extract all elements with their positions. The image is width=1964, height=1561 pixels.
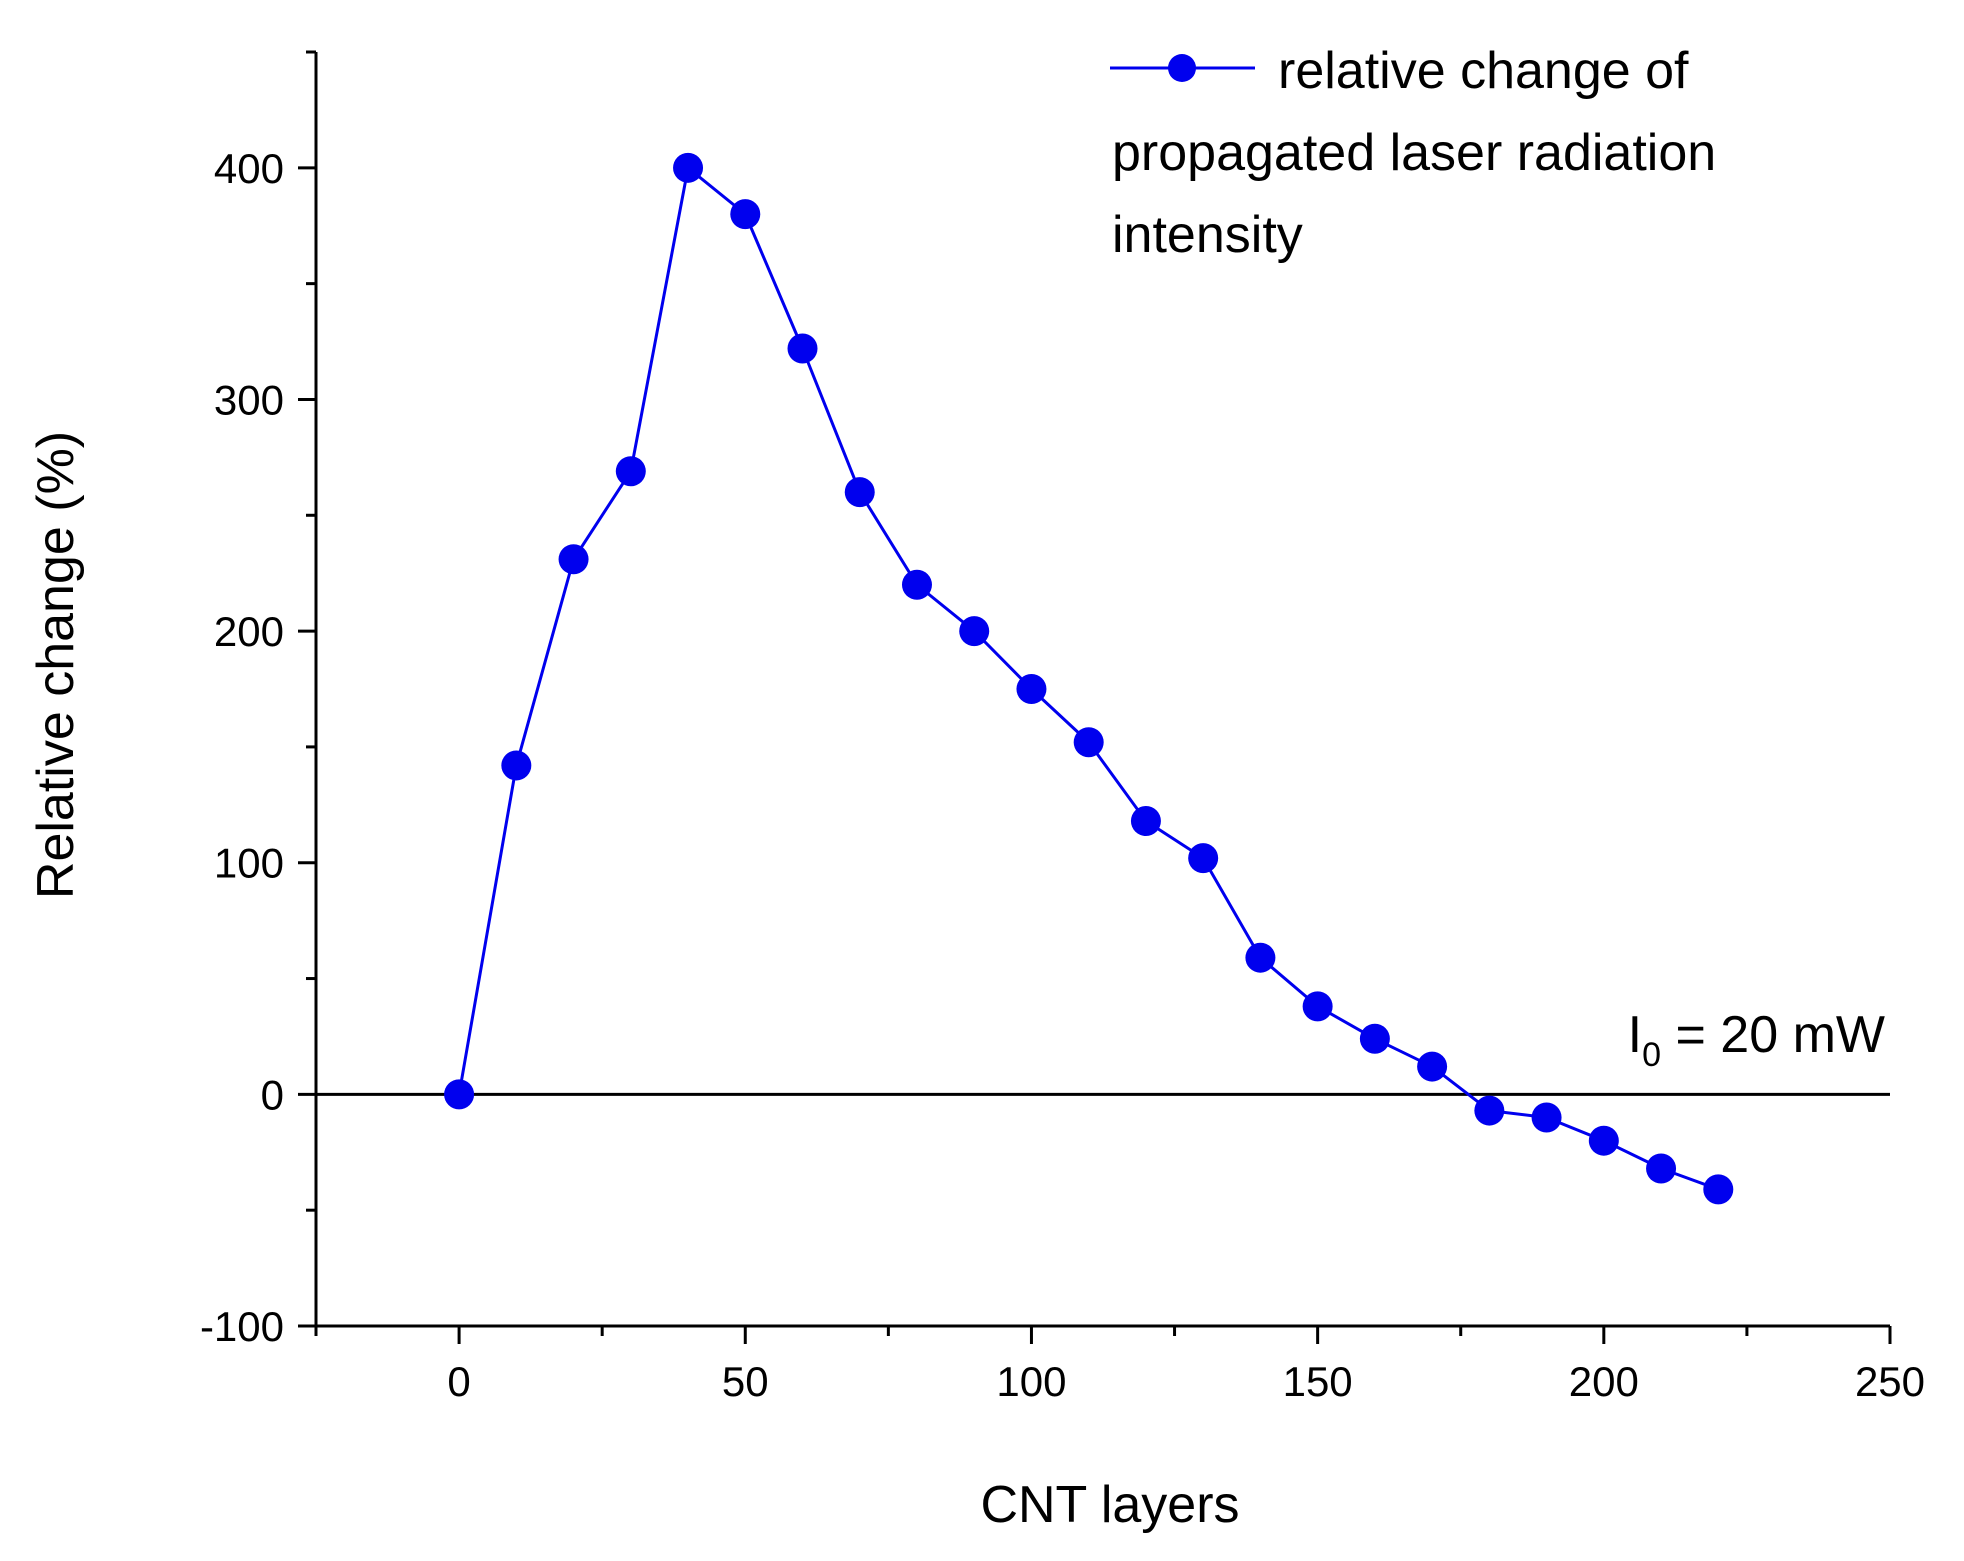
- data-point: [1188, 843, 1219, 874]
- annotation-subscript: 0: [1642, 1036, 1661, 1074]
- y-tick-label: 300: [214, 376, 284, 423]
- series-line: [457, 166, 1719, 1191]
- x-tick-label: 50: [722, 1358, 769, 1405]
- x-axis-label: CNT layers: [980, 1476, 1239, 1534]
- annotation-symbol: I: [1628, 1006, 1642, 1064]
- data-point: [1531, 1102, 1562, 1133]
- data-point: [558, 544, 589, 575]
- annotation-value: = 20 mW: [1661, 1006, 1885, 1064]
- data-point: [444, 1079, 475, 1110]
- data-point: [673, 152, 704, 183]
- legend-marker-swatch: [1168, 54, 1196, 82]
- data-point: [1703, 1174, 1734, 1205]
- data-point: [1073, 727, 1104, 758]
- data-point: [730, 199, 761, 230]
- data-point: [1646, 1153, 1677, 1184]
- y-tick-label: 200: [214, 608, 284, 655]
- data-point: [787, 333, 818, 364]
- x-tick-label: 250: [1855, 1358, 1925, 1405]
- legend-text-line-2: propagated laser radiation: [1112, 124, 1716, 182]
- data-point: [1588, 1125, 1619, 1156]
- x-tick-label: 0: [447, 1358, 470, 1405]
- legend: relative change of propagated laser radi…: [1110, 42, 1716, 264]
- legend-text-line-1: relative change of: [1278, 42, 1689, 100]
- axes: [314, 52, 1890, 1328]
- y-tick-label: 0: [261, 1071, 284, 1118]
- data-point: [1245, 942, 1276, 973]
- ticks: [298, 50, 1892, 1344]
- y-tick-label: -100: [200, 1303, 284, 1350]
- data-point: [901, 569, 932, 600]
- data-point: [615, 456, 646, 487]
- data-point: [1474, 1095, 1505, 1126]
- data-point: [1417, 1051, 1448, 1082]
- data-point: [1130, 806, 1161, 837]
- legend-text-line-3: intensity: [1112, 206, 1303, 264]
- data-point: [959, 616, 990, 647]
- x-tick-label: 150: [1283, 1358, 1353, 1405]
- y-axis-label: Relative change (%): [27, 431, 85, 899]
- data-point: [1359, 1023, 1390, 1054]
- y-tick-label: 400: [214, 145, 284, 192]
- x-tick-label: 200: [1569, 1358, 1639, 1405]
- y-tick-label: 100: [214, 840, 284, 887]
- data-point: [1302, 991, 1333, 1022]
- series-layer: [444, 152, 1734, 1205]
- x-tick-label: 100: [996, 1358, 1066, 1405]
- data-point: [501, 750, 532, 781]
- data-point: [844, 477, 875, 508]
- power-annotation: I0 = 20 mW: [1628, 1006, 1885, 1074]
- data-point: [1016, 674, 1047, 704]
- tick-labels: 0 50 100 150 200 250 -100 0 100 200 300 400: [200, 145, 1925, 1405]
